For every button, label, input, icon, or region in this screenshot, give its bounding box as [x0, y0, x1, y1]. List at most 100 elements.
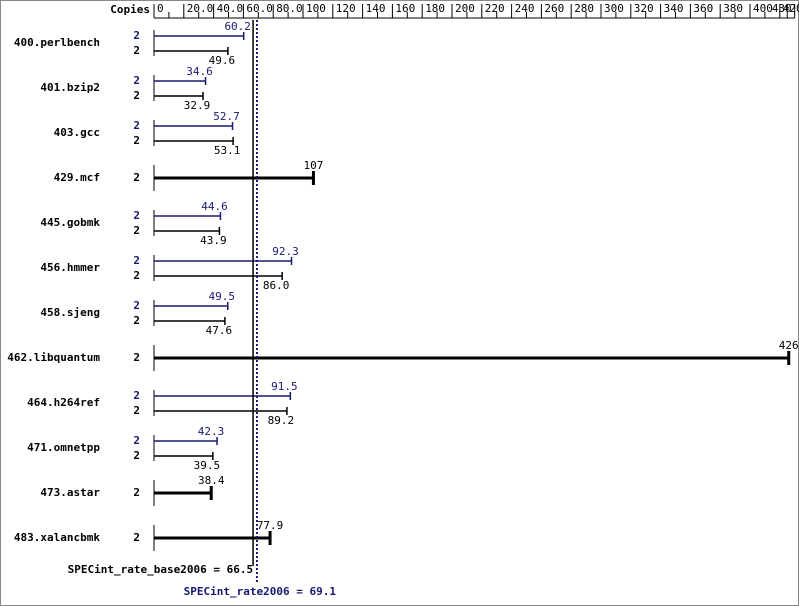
value-label: 86.0	[263, 279, 290, 292]
benchmark-label: 464.h264ref	[27, 396, 100, 409]
copies-label: 2	[133, 486, 140, 499]
x-tick-label: 120	[336, 2, 356, 15]
x-tick-label: 320	[634, 2, 654, 15]
x-tick-label: 180	[425, 2, 445, 15]
copies-label: 2	[133, 389, 140, 402]
value-label: 32.9	[184, 99, 211, 112]
value-label: 47.6	[206, 324, 233, 337]
copies-label: 2	[133, 269, 140, 282]
value-label: 49.6	[209, 54, 236, 67]
value-label: 39.5	[194, 459, 221, 472]
reference-label: SPECint_rate2006 = 69.1	[184, 585, 337, 598]
benchmark-label: 471.omnetpp	[27, 441, 100, 454]
bar	[154, 92, 204, 100]
value-label: 53.1	[214, 144, 241, 157]
bar	[154, 272, 283, 280]
copies-label: 2	[133, 171, 140, 184]
copies-label: 2	[133, 254, 140, 267]
value-label: 426	[779, 339, 799, 352]
benchmark-label: 458.sjeng	[40, 306, 100, 319]
copies-label: 2	[133, 449, 140, 462]
copies-label: 2	[133, 119, 140, 132]
x-tick-label: 430	[772, 2, 792, 15]
copies-label: 2	[133, 134, 140, 147]
bar	[154, 302, 229, 310]
copies-label: 2	[133, 351, 140, 364]
copies-label: 2	[133, 44, 140, 57]
value-label: 52.7	[213, 110, 240, 123]
copies-label: 2	[133, 314, 140, 327]
benchmark-label: 445.gobmk	[40, 216, 100, 229]
bar	[154, 212, 222, 220]
bar	[154, 317, 226, 325]
x-tick-label: 380	[723, 2, 743, 15]
bar	[154, 171, 315, 185]
value-label: 91.5	[271, 380, 298, 393]
value-label: 77.9	[257, 519, 284, 532]
x-tick-label: 220	[485, 2, 505, 15]
bar	[154, 437, 218, 445]
benchmark-label: 456.hmmer	[40, 261, 100, 274]
x-tick-label: 280	[574, 2, 594, 15]
bar	[154, 122, 234, 130]
copies-label: 2	[133, 531, 140, 544]
bar	[154, 452, 214, 460]
x-tick-label: 140	[366, 2, 386, 15]
bar	[154, 407, 288, 415]
copies-label: 2	[133, 29, 140, 42]
copies-label: 2	[133, 89, 140, 102]
copies-header: Copies	[110, 3, 150, 16]
bar	[154, 531, 272, 545]
value-label: 107	[303, 159, 323, 172]
benchmark-label: 401.bzip2	[40, 81, 100, 94]
value-label: 92.3	[272, 245, 299, 258]
benchmark-label: 400.perlbench	[14, 36, 100, 49]
bar	[154, 351, 791, 365]
bar	[154, 486, 213, 500]
x-tick-label: 20.0	[187, 2, 214, 15]
x-tick-label: 300	[604, 2, 624, 15]
x-tick-label: 40.0	[217, 2, 244, 15]
value-label: 34.6	[186, 65, 213, 78]
copies-label: 2	[133, 434, 140, 447]
bar	[154, 47, 229, 55]
value-label: 49.5	[209, 290, 236, 303]
benchmark-label: 473.astar	[40, 486, 100, 499]
benchmark-label: 462.libquantum	[7, 351, 100, 364]
bar	[154, 32, 245, 40]
value-label: 44.6	[201, 200, 228, 213]
x-tick-label: 400	[753, 2, 773, 15]
benchmark-label: 483.xalancbmk	[14, 531, 100, 544]
x-tick-label: 0	[157, 2, 164, 15]
bar	[154, 77, 207, 85]
value-label: 38.4	[198, 474, 225, 487]
copies-label: 2	[133, 404, 140, 417]
x-tick-label: 100	[306, 2, 326, 15]
value-label: 42.3	[198, 425, 225, 438]
x-tick-label: 80.0	[276, 2, 303, 15]
bar	[154, 137, 234, 145]
copies-label: 2	[133, 224, 140, 237]
x-tick-label: 200	[455, 2, 475, 15]
x-tick-label: 340	[664, 2, 684, 15]
x-tick-label: 60.0	[246, 2, 273, 15]
copies-label: 2	[133, 209, 140, 222]
value-label: 89.2	[268, 414, 295, 427]
x-tick-label: 360	[693, 2, 713, 15]
copies-label: 2	[133, 74, 140, 87]
value-label: 60.2	[224, 20, 251, 33]
bar	[154, 257, 293, 265]
x-tick-label: 160	[395, 2, 415, 15]
x-tick-label: 240	[515, 2, 535, 15]
benchmark-label: 403.gcc	[54, 126, 100, 139]
x-tick-label: 260	[544, 2, 564, 15]
benchmark-label: 429.mcf	[54, 171, 100, 184]
value-label: 43.9	[200, 234, 227, 247]
bar	[154, 227, 221, 235]
reference-label: SPECint_rate_base2006 = 66.5	[68, 563, 253, 576]
copies-label: 2	[133, 299, 140, 312]
bar	[154, 392, 292, 400]
